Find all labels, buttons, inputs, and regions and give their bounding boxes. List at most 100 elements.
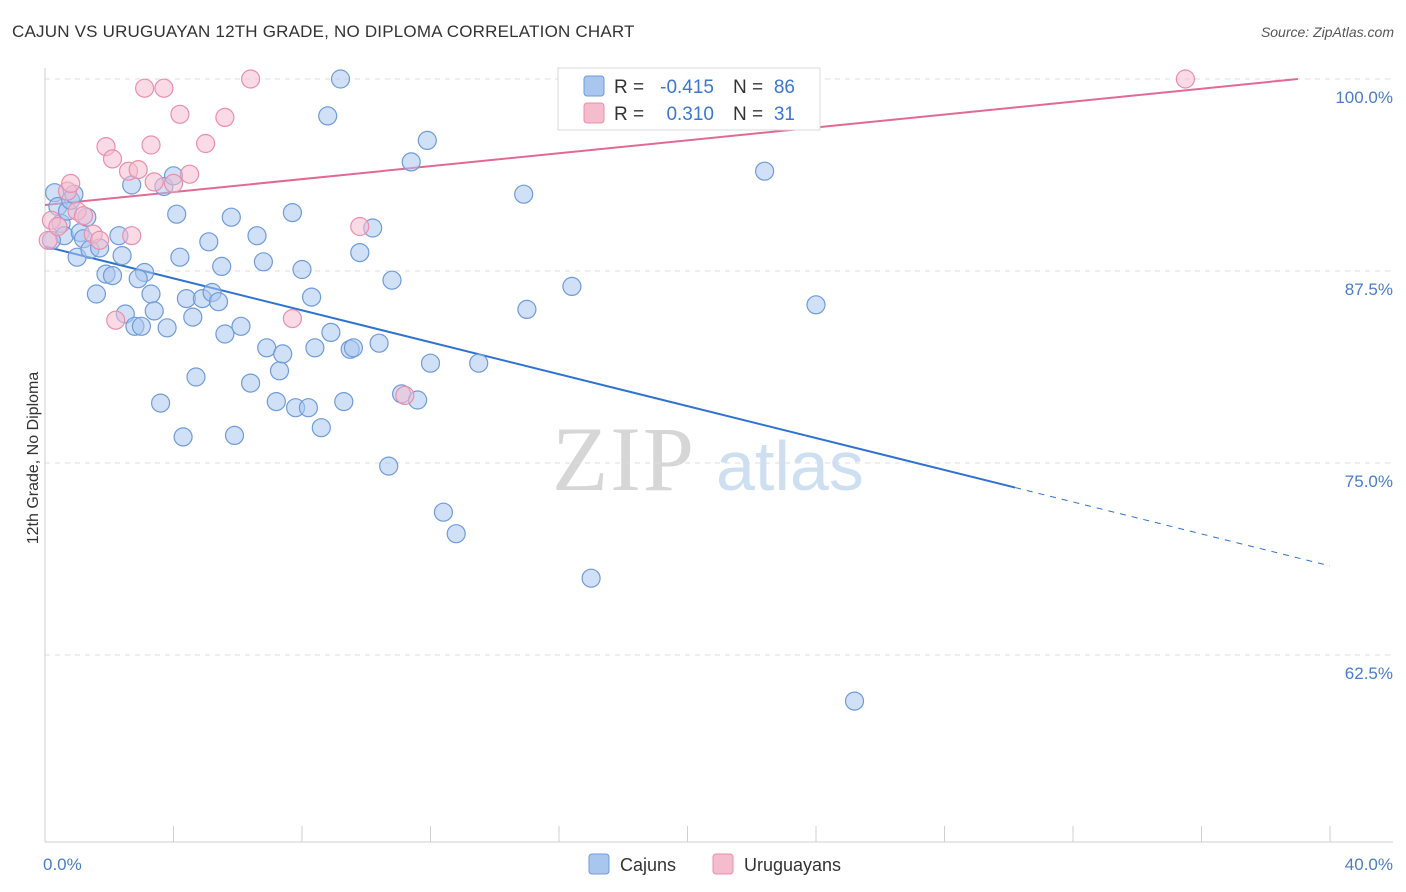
bottom-legend-swatch-cajuns [588, 853, 610, 875]
y-tick-label-2: 75.0% [1345, 472, 1393, 491]
point-cajuns-54 [298, 398, 318, 418]
point-cajuns-85 [128, 269, 148, 289]
legend-swatch-uruguayans [583, 102, 605, 124]
correlation-legend: R = -0.415 N = 86 R = 0.310 N = 31 [557, 67, 821, 131]
point-uruguayans-4 [61, 173, 81, 193]
watermark-zip: ZIP [552, 408, 696, 510]
point-cajuns-53 [292, 259, 312, 280]
point-cajuns-43 [231, 316, 251, 336]
legend-n-label-2: N = [733, 104, 763, 125]
point-cajuns-25 [151, 393, 171, 413]
point-cajuns-29 [167, 204, 187, 224]
y-axis-label: 12th Grade, No Diploma [25, 372, 42, 545]
bottom-legend-label-uruguayans: Uruguayans [744, 855, 841, 875]
point-cajuns-34 [186, 367, 206, 387]
point-cajuns-73 [420, 353, 441, 373]
point-cajuns-83 [844, 691, 865, 711]
watermark-atlas: atlas [716, 427, 864, 505]
point-cajuns-68 [382, 270, 402, 290]
point-cajuns-33 [183, 307, 203, 327]
legend-r-value-2: 0.310 [666, 104, 714, 125]
point-uruguayans-20 [170, 104, 190, 124]
point-uruguayans-16 [141, 135, 161, 155]
point-uruguayans-25 [282, 309, 302, 329]
point-cajuns-75 [446, 524, 466, 544]
axes [44, 68, 1393, 843]
point-cajuns-57 [311, 418, 331, 438]
point-cajuns-72 [417, 130, 437, 150]
point-cajuns-24 [144, 301, 164, 321]
point-cajuns-56 [305, 338, 325, 358]
point-cajuns-58 [318, 106, 338, 126]
point-uruguayans-10 [102, 149, 123, 169]
point-cajuns-47 [257, 338, 277, 358]
point-cajuns-67 [379, 456, 399, 476]
point-cajuns-77 [514, 184, 534, 204]
legend-n-label-1: N = [733, 77, 763, 98]
point-cajuns-79 [562, 276, 582, 296]
point-uruguayans-27 [395, 385, 415, 405]
point-uruguayans-17 [144, 172, 164, 192]
legend-n-value-1: 86 [774, 77, 795, 98]
point-cajuns-64 [350, 243, 370, 263]
point-uruguayans-8 [89, 230, 110, 250]
point-cajuns-70 [401, 152, 421, 172]
point-uruguayans-14 [128, 160, 148, 180]
point-uruguayans-2 [48, 216, 68, 237]
trend-line-cajuns-extension [1015, 487, 1331, 567]
gridlines [45, 78, 1393, 656]
point-uruguayans-15 [135, 78, 155, 98]
point-cajuns-76 [469, 353, 489, 373]
bottom-legend-label-cajuns: Cajuns [620, 855, 676, 875]
point-cajuns-44 [241, 373, 261, 393]
point-cajuns-21 [131, 316, 151, 336]
legend-r-value-1: -0.415 [660, 77, 714, 98]
point-cajuns-15 [102, 266, 123, 286]
legend-n-value-2: 31 [774, 104, 795, 125]
point-cajuns-45 [247, 226, 267, 246]
point-cajuns-38 [208, 292, 229, 312]
y-tick-label-0: 100.0% [1335, 88, 1393, 107]
point-cajuns-39 [212, 256, 232, 276]
data-points [38, 69, 1196, 711]
point-cajuns-61 [334, 392, 354, 412]
point-cajuns-80 [581, 568, 601, 588]
point-cajuns-55 [302, 287, 322, 307]
chart-title: CAJUN VS URUGUAYAN 12TH GRADE, NO DIPLOM… [12, 22, 635, 41]
point-cajuns-32 [176, 289, 196, 309]
point-cajuns-51 [282, 203, 302, 223]
point-cajuns-49 [269, 361, 290, 381]
point-cajuns-82 [806, 295, 826, 315]
source-label: Source: ZipAtlas.com [1260, 24, 1394, 40]
point-uruguayans-6 [73, 206, 94, 226]
point-cajuns-12 [86, 284, 107, 304]
point-cajuns-41 [221, 207, 241, 227]
point-cajuns-46 [253, 252, 273, 272]
point-uruguayans-13 [122, 226, 142, 246]
x-tick-label-min: 0.0% [43, 855, 82, 874]
point-uruguayans-23 [215, 107, 235, 128]
point-cajuns-30 [170, 247, 190, 267]
legend-swatch-cajuns [583, 75, 605, 97]
y-tick-labels: 100.0% 87.5% 75.0% 62.5% [1335, 88, 1393, 683]
point-cajuns-36 [199, 232, 219, 252]
point-uruguayans-22 [196, 133, 216, 154]
y-tick-label-3: 62.5% [1345, 664, 1393, 683]
x-tick-label-max: 40.0% [1345, 855, 1393, 874]
point-uruguayans-19 [163, 173, 184, 193]
point-cajuns-42 [224, 425, 245, 445]
point-cajuns-27 [157, 318, 177, 338]
point-cajuns-31 [173, 427, 193, 447]
y-tick-label-1: 87.5% [1345, 280, 1393, 299]
point-uruguayans-0 [38, 230, 58, 250]
point-uruguayans-30 [1175, 69, 1196, 89]
point-cajuns-66 [369, 333, 389, 353]
point-cajuns-60 [330, 69, 351, 89]
point-cajuns-63 [343, 338, 363, 358]
point-uruguayans-21 [180, 164, 200, 184]
point-cajuns-50 [273, 344, 293, 364]
point-cajuns-48 [266, 392, 286, 412]
point-cajuns-23 [141, 284, 161, 304]
bottom-legend-swatch-uruguayans [712, 853, 734, 875]
